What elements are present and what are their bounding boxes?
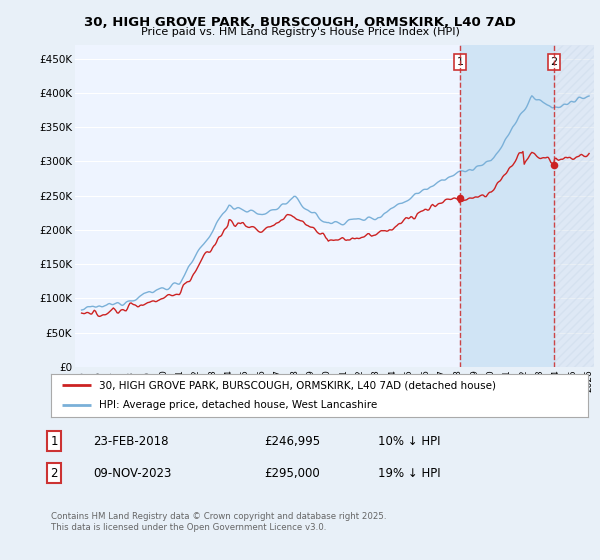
Text: 1: 1 (457, 57, 464, 67)
Text: 1: 1 (50, 435, 58, 448)
Text: Price paid vs. HM Land Registry's House Price Index (HPI): Price paid vs. HM Land Registry's House … (140, 27, 460, 37)
Text: £295,000: £295,000 (264, 466, 320, 480)
Text: HPI: Average price, detached house, West Lancashire: HPI: Average price, detached house, West… (100, 400, 377, 410)
Bar (460, 45, 554, 367)
Text: 23-FEB-2018: 23-FEB-2018 (93, 435, 169, 448)
Point (455, 193, 465, 202)
Text: 2: 2 (50, 466, 58, 480)
Bar (554, 45, 594, 367)
Text: 30, HIGH GROVE PARK, BURSCOUGH, ORMSKIRK, L40 7AD: 30, HIGH GROVE PARK, BURSCOUGH, ORMSKIRK… (84, 16, 516, 29)
Text: 10% ↓ HPI: 10% ↓ HPI (378, 435, 440, 448)
Text: 19% ↓ HPI: 19% ↓ HPI (378, 466, 440, 480)
Text: 09-NOV-2023: 09-NOV-2023 (93, 466, 172, 480)
Text: 2: 2 (550, 57, 557, 67)
Text: Contains HM Land Registry data © Crown copyright and database right 2025.
This d: Contains HM Land Registry data © Crown c… (51, 512, 386, 532)
Text: £246,995: £246,995 (264, 435, 320, 448)
Point (549, 160, 559, 169)
Text: 30, HIGH GROVE PARK, BURSCOUGH, ORMSKIRK, L40 7AD (detached house): 30, HIGH GROVE PARK, BURSCOUGH, ORMSKIRK… (100, 380, 496, 390)
